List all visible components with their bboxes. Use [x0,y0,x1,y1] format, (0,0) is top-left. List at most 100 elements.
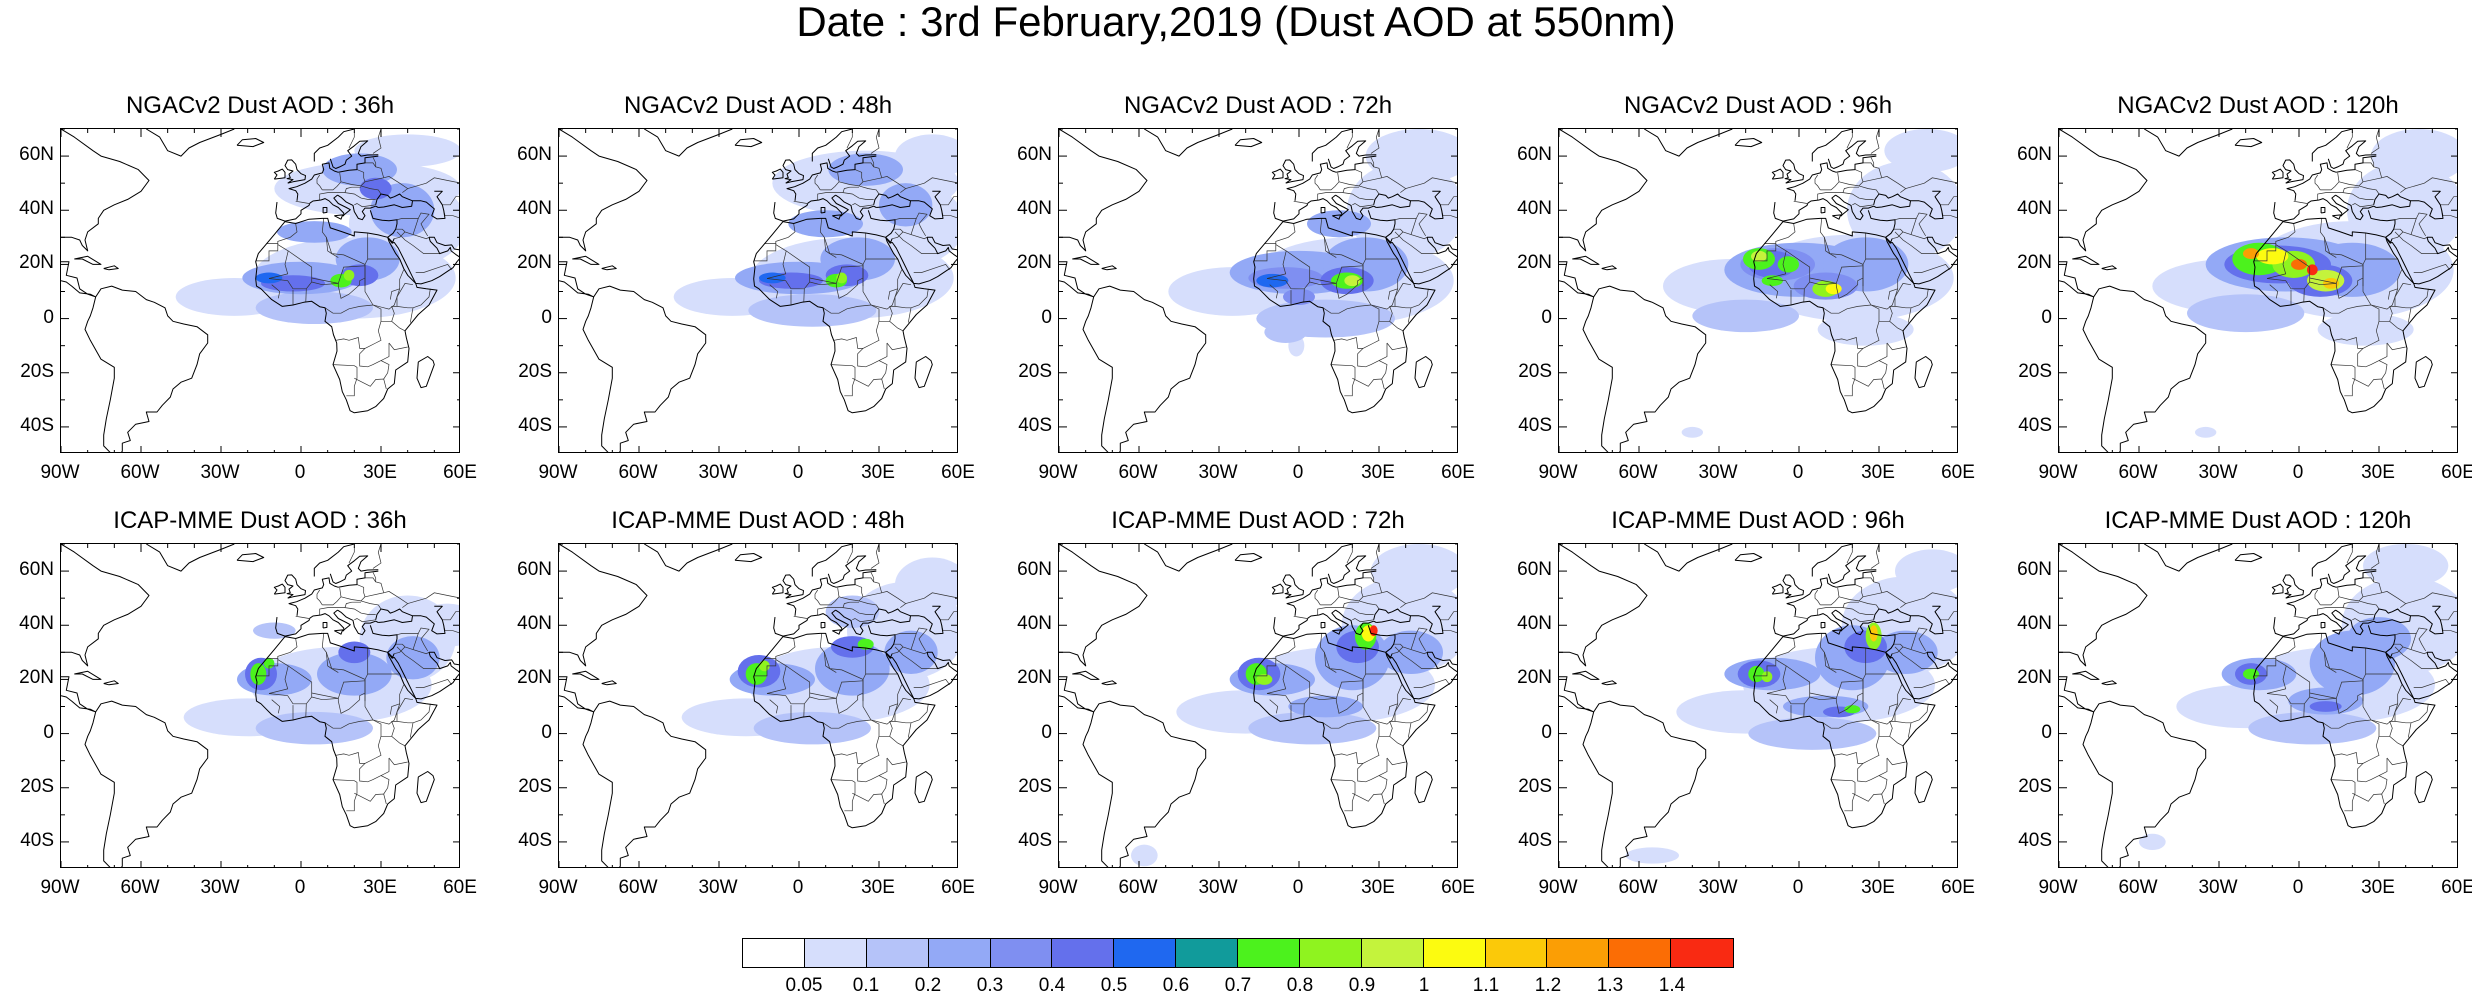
coastline [2414,356,2433,389]
coastline [867,625,896,653]
aod-contour [322,153,397,186]
border-line [2389,721,2412,738]
border-line [391,721,414,738]
border-line [1852,377,1885,390]
border-line [2293,200,2308,204]
country-borders [2253,544,2457,812]
border-line [858,600,880,610]
colorbar-label: 0.4 [1038,975,1066,996]
border-line [2335,277,2364,299]
coastline [1867,210,1896,238]
colorbar [742,938,1734,968]
border-line [863,577,874,583]
border-line [305,703,307,717]
coastline [1835,609,1877,636]
border-line [915,627,928,652]
border-line [1413,678,1450,688]
coastline [873,608,911,623]
border-line [2322,304,2388,368]
coastline [1832,629,1842,635]
border-line [785,665,811,693]
coastline [338,155,379,173]
aod-contour [1248,711,1377,745]
coastline [2327,555,2377,584]
aod-contour [370,183,435,238]
lon-tick-label: 60W [2118,462,2158,483]
border-line [1803,288,1805,302]
coastline [2336,155,2377,173]
coastline [334,214,344,220]
border-line [1309,680,1364,699]
coastline [1410,605,1444,635]
lat-tick-label: 60N [19,144,54,166]
border-line [1440,611,1457,621]
lat-tick-label: 20N [19,252,54,274]
border-line [2386,342,2406,351]
country-borders [2253,129,2457,397]
border-line [316,174,323,191]
lat-tick-label: 0 [1541,306,1552,328]
coastline [811,544,853,577]
border-line [332,364,358,397]
coastline [61,676,209,867]
lon-tick-label: 30E [1361,462,1395,483]
border-line [894,231,938,254]
border-line [1830,748,1863,764]
lat-tick-label: 40N [2017,613,2052,635]
border-line [2346,546,2353,564]
lon-tick-label: 60W [1118,877,1158,898]
map-svg [559,544,957,867]
aod-contour [1869,625,1878,642]
lon-tick-label: 30W [1198,877,1238,898]
coastline [416,356,435,389]
border-line [817,192,874,200]
border-line [1323,652,1337,673]
coastline [284,159,306,184]
coastline [1144,129,1233,157]
lat-tick-label: 40S [518,829,552,851]
coastline [1820,207,1826,214]
border-line [372,572,385,593]
lon-tick-label: 30W [200,462,240,483]
coastline [1644,544,1733,572]
lon-tick-label: 30W [2198,877,2238,898]
coastline [275,617,311,637]
border-line [2379,735,2404,747]
coastline [2318,609,2349,632]
border-line [769,284,779,299]
coastline [1385,651,1457,700]
border-line [305,288,307,302]
border-line [823,237,837,258]
aod-contour [1825,283,1842,295]
border-line [2358,600,2380,610]
coastline [2385,651,2457,700]
aod-contour [1256,674,1273,685]
border-line [388,342,408,351]
border-line [2387,288,2398,300]
coastline [1318,194,1349,217]
coastline [2427,236,2457,251]
lat-tick-label: 0 [541,306,552,328]
lat-tick-label: 40N [1017,613,1052,635]
aod-contour [2371,129,2457,184]
axis-ticks [2059,129,2457,452]
border-line [1915,212,1928,237]
border-line [2362,673,2403,725]
aod-contour [2309,701,2342,712]
lon-tick-label: 0 [1792,462,1804,483]
coastline [1307,614,1320,619]
border-line [1809,696,1837,701]
coastline [1559,676,1707,867]
border-line [1410,703,1429,724]
lon-tick-label: 0 [792,877,804,898]
coastline [1885,652,1893,659]
coastline [773,617,809,637]
aod-contour [1884,129,1957,173]
border-line [381,735,406,747]
border-line [1862,176,1907,193]
border-line [766,244,787,279]
border-line [354,618,376,623]
lat-tick-label: 40N [1517,198,1552,220]
lat-tick-label: 0 [1041,306,1052,328]
border-line [395,643,430,655]
